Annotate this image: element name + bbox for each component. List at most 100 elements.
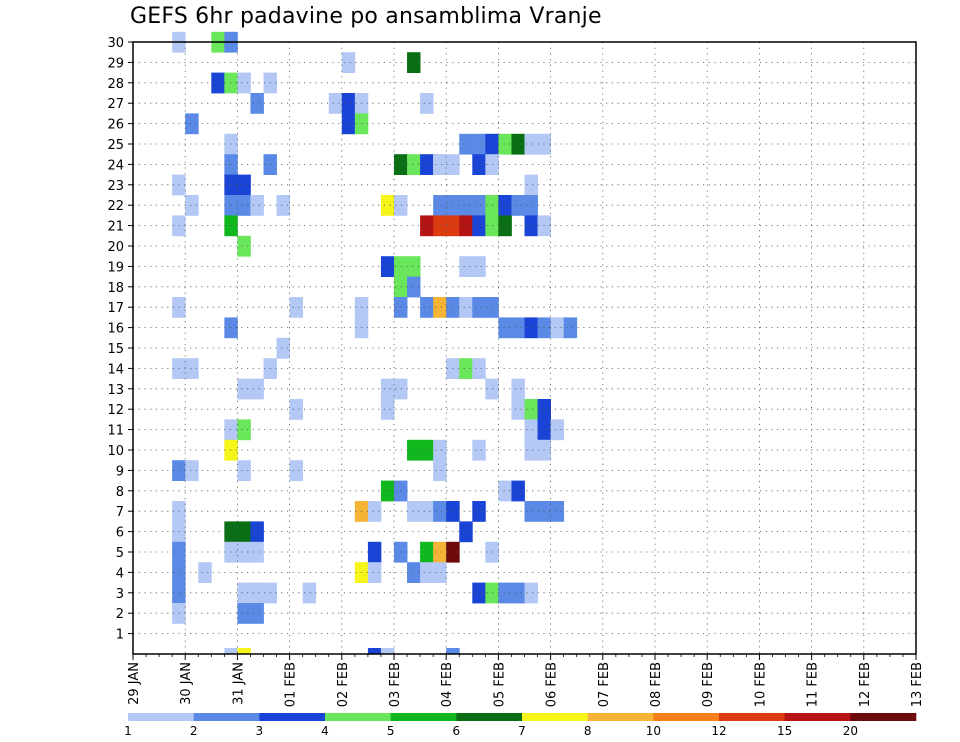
- colorbar-swatch: [390, 713, 457, 721]
- heatmap-cell: [394, 297, 408, 318]
- y-tick-label: 8: [116, 485, 124, 500]
- y-tick-label: 5: [116, 546, 124, 561]
- y-tick-label: 22: [107, 199, 124, 214]
- x-tick-label: 01 FEB: [284, 662, 299, 707]
- heatmap-cell: [185, 460, 199, 481]
- y-tick-label: 27: [107, 97, 124, 112]
- heatmap-cell: [250, 521, 264, 543]
- heatmap-cell: [407, 256, 421, 277]
- heatmap-cell: [420, 439, 434, 461]
- x-tick-label: 13 FEB: [910, 662, 925, 707]
- y-tick-label: 6: [116, 526, 124, 541]
- heatmap-cell: [185, 358, 199, 379]
- heatmap-cell: [250, 603, 264, 624]
- colorbar-label: 3: [256, 724, 264, 738]
- heatmap-cell: [433, 195, 447, 216]
- y-tick-label: 14: [107, 362, 124, 377]
- heatmap-cell: [237, 419, 251, 441]
- heatmap-cell: [472, 358, 486, 379]
- heatmap-cell: [550, 501, 565, 522]
- heatmap-cell: [433, 439, 447, 461]
- heatmap-cell: [380, 378, 395, 400]
- x-tick-label: 04 FEB: [440, 662, 455, 707]
- heatmap-cell: [459, 195, 473, 216]
- y-tick-label: 2: [116, 607, 124, 622]
- heatmap-cell: [237, 195, 251, 216]
- heatmap-cell: [407, 276, 421, 298]
- y-tick-label: 24: [107, 158, 124, 173]
- heatmap-cell: [511, 582, 525, 604]
- y-tick-label: 25: [107, 138, 124, 153]
- heatmap-cell: [328, 93, 343, 114]
- heatmap-cell: [237, 378, 251, 400]
- heatmap-cell: [524, 582, 538, 604]
- heatmap-cell: [498, 317, 512, 339]
- y-tick-label: 15: [107, 342, 124, 357]
- heatmap-cell: [511, 480, 525, 502]
- heatmap-cell: [237, 541, 251, 563]
- heatmap-cell: [237, 235, 251, 257]
- y-tick-label: 20: [107, 240, 124, 255]
- x-tick-label: 30 JAN: [179, 662, 194, 705]
- heatmap-cell: [420, 93, 434, 114]
- heatmap-cell: [341, 113, 356, 135]
- x-tick-label: 10 FEB: [753, 662, 768, 707]
- colorbar-label: 15: [777, 724, 792, 738]
- heatmap-cell: [237, 648, 251, 655]
- heatmap-cell: [250, 93, 264, 114]
- heatmap-cell: [237, 582, 251, 604]
- heatmap-cell: [185, 113, 199, 135]
- heatmap-cell: [250, 378, 264, 400]
- x-tick-label: 08 FEB: [649, 662, 664, 707]
- heatmap-cell: [472, 501, 486, 522]
- x-tick-label: 29 JAN: [127, 662, 142, 705]
- heatmap-cell: [472, 133, 486, 155]
- heatmap-cell: [472, 195, 486, 216]
- y-tick-label: 9: [116, 464, 124, 479]
- heatmap-cell: [472, 215, 486, 237]
- heatmap-cell: [472, 154, 486, 175]
- heatmap-cell: [472, 297, 486, 318]
- heatmap-cell: [211, 72, 225, 94]
- x-tick-label: 05 FEB: [492, 662, 507, 707]
- heatmap-cell: [485, 195, 499, 216]
- heatmap-cell: [524, 399, 538, 420]
- colorbar-label: 2: [190, 724, 198, 738]
- heatmap-cell: [394, 154, 408, 175]
- colorbar-label: 10: [646, 724, 661, 738]
- colorbar-label: 20: [843, 724, 858, 738]
- x-tick-label: 02 FEB: [336, 662, 351, 707]
- y-tick-label: 10: [107, 444, 124, 459]
- heatmap-cell: [341, 52, 356, 73]
- colorbar-label: 8: [584, 724, 592, 738]
- heatmap-cell: [524, 317, 538, 339]
- colorbar-label: 5: [387, 724, 395, 738]
- heatmap-cell: [250, 541, 264, 563]
- y-tick-label: 16: [107, 322, 124, 337]
- heatmap-cell: [459, 521, 473, 543]
- chart-title: GEFS 6hr padavine po ansamblima Vranje: [130, 4, 602, 29]
- colorbar-swatch: [587, 713, 654, 721]
- y-axis: 1234567891011121314151617181920212223242…: [107, 36, 133, 643]
- heatmap-cell: [433, 154, 447, 175]
- heatmap-cell: [498, 480, 512, 502]
- heatmap-cell: [380, 256, 395, 277]
- y-tick-label: 1: [116, 628, 124, 643]
- x-tick-label: 11 FEB: [806, 662, 821, 707]
- heatmap-cell: [394, 256, 408, 277]
- heatmap-cell: [433, 297, 447, 318]
- heatmap-cell: [459, 256, 473, 277]
- heatmap-cell: [511, 378, 525, 400]
- heatmap-cell: [485, 154, 499, 175]
- heatmap-cell: [433, 215, 447, 237]
- heatmap-cell: [472, 256, 486, 277]
- heatmap-cell: [289, 297, 304, 318]
- heatmap-cell: [485, 215, 499, 237]
- y-tick-label: 28: [107, 77, 124, 92]
- heatmap-cell: [289, 399, 304, 420]
- x-tick-label: 31 JAN: [231, 662, 246, 705]
- heatmap-cell: [485, 297, 499, 318]
- y-tick-label: 23: [107, 179, 124, 194]
- heatmap-cell: [524, 501, 538, 522]
- y-tick-label: 29: [107, 56, 124, 71]
